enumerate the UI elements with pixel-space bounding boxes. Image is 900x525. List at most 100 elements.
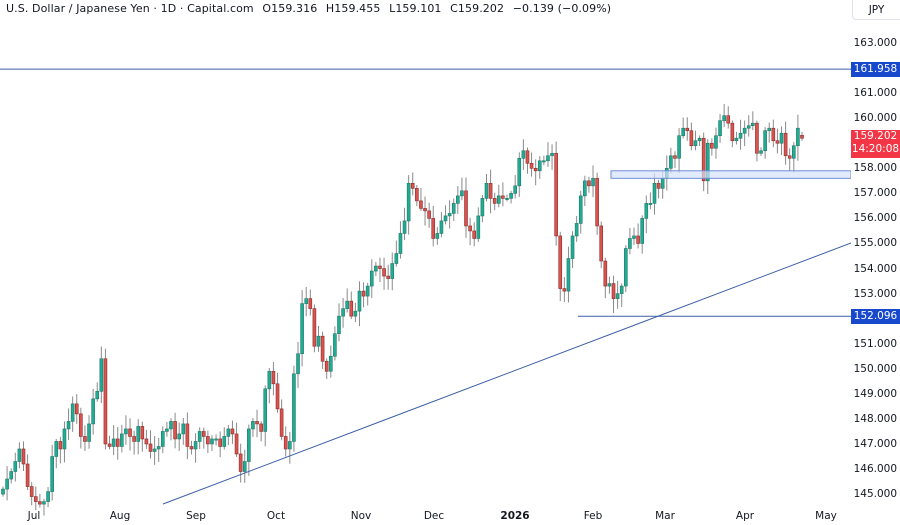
bearish-candle: [238, 453, 243, 472]
price-tick-label: 153.000: [853, 287, 897, 300]
bearish-candle: [525, 150, 530, 164]
bullish-candle: [251, 421, 255, 430]
bullish-candle: [156, 446, 161, 450]
bearish-candle: [259, 423, 263, 432]
bullish-candle: [120, 433, 124, 447]
bullish-candle: [517, 157, 522, 187]
bearish-candle: [79, 413, 83, 437]
bullish-candle: [357, 290, 362, 312]
bearish-candle: [783, 132, 788, 157]
bearish-candle: [312, 308, 317, 347]
bearish-candle: [234, 433, 239, 455]
bearish-candle: [324, 360, 329, 372]
bullish-candle: [365, 285, 370, 297]
bullish-candle: [693, 140, 698, 147]
bearish-candle: [201, 431, 206, 437]
bullish-candle: [591, 178, 595, 187]
bearish-candle: [230, 428, 235, 435]
low-value: L159.101: [389, 2, 442, 15]
bearish-candle: [206, 436, 210, 445]
bearish-candle: [279, 408, 284, 437]
bearish-candle: [427, 210, 431, 219]
bearish-candle: [275, 383, 280, 410]
bearish-candle: [271, 370, 276, 385]
bullish-candle: [697, 137, 702, 142]
price-tick-label: 149.000: [853, 387, 897, 400]
bullish-candle: [177, 433, 181, 440]
bullish-candle: [505, 198, 509, 200]
bearish-candle: [775, 140, 780, 144]
bullish-candle: [681, 127, 685, 137]
bullish-candle: [263, 388, 268, 432]
bearish-candle: [144, 438, 149, 445]
time-tick-label: Aug: [109, 510, 131, 522]
bullish-candle: [451, 203, 456, 214]
bullish-candle: [619, 285, 624, 294]
bearish-candle: [554, 152, 558, 237]
bearish-candle: [378, 265, 382, 269]
bullish-candle: [648, 203, 653, 205]
bullish-candle: [484, 183, 489, 199]
high-value: H159.455: [325, 2, 381, 15]
candlestick-chart[interactable]: [0, 0, 851, 525]
bullish-candle: [333, 333, 337, 357]
bullish-candle: [226, 428, 231, 437]
bullish-candle: [337, 315, 341, 334]
bearish-candle: [83, 436, 87, 442]
bullish-candle: [390, 263, 395, 279]
symbol-label[interactable]: U.S. Dollar / Japanese Yen · 1D · Capita…: [6, 2, 254, 15]
bullish-candle: [292, 373, 296, 442]
bullish-candle: [476, 215, 481, 239]
bullish-candle: [496, 195, 501, 204]
bearish-candle: [787, 155, 792, 159]
bullish-candle: [197, 431, 202, 442]
bearish-candle: [410, 183, 415, 189]
bearish-candle: [25, 463, 30, 487]
bearish-candle: [431, 218, 436, 239]
bullish-candle: [316, 335, 321, 347]
bearish-candle: [501, 195, 505, 199]
bullish-candle: [615, 293, 620, 299]
bearish-candle: [464, 190, 468, 227]
bullish-candle: [738, 132, 743, 139]
bullish-candle: [345, 300, 349, 309]
bullish-candle: [161, 431, 165, 447]
bullish-candle: [328, 355, 333, 372]
time-tick-label: Dec: [423, 510, 445, 522]
chart-title-bar: U.S. Dollar / Japanese Yen · 1D · Capita…: [6, 2, 616, 15]
bullish-candle: [460, 190, 464, 197]
bullish-candle: [632, 235, 636, 239]
bearish-candle: [308, 298, 313, 309]
bullish-candle: [398, 233, 403, 254]
change-value: −0.139 (−0.09%): [512, 2, 612, 15]
bullish-candle: [374, 265, 378, 272]
price-tick-label: 156.000: [853, 212, 897, 225]
bullish-candle: [247, 428, 251, 462]
bullish-candle: [652, 183, 657, 204]
bearish-candle: [562, 288, 567, 292]
bearish-candle: [107, 443, 112, 447]
time-tick-label: Sep: [186, 510, 206, 522]
bearish-candle: [349, 300, 354, 317]
bearish-candle: [599, 225, 604, 262]
bullish-candle: [152, 448, 157, 452]
bearish-candle: [58, 441, 63, 450]
bearish-candle: [468, 225, 472, 232]
bullish-candle: [70, 403, 75, 422]
bullish-candle: [640, 218, 645, 244]
price-tick-label: 163.000: [853, 37, 897, 49]
price-tick-label: 161.000: [853, 87, 897, 100]
bullish-candle: [447, 213, 452, 217]
bullish-candle: [353, 310, 358, 317]
bullish-candle: [751, 122, 755, 126]
bullish-candle: [550, 152, 554, 157]
bullish-candle: [17, 448, 22, 462]
bullish-candle: [607, 283, 612, 287]
bullish-candle: [513, 185, 517, 194]
currency-button[interactable]: JPY: [852, 0, 900, 20]
bullish-candle: [402, 220, 407, 234]
bullish-candle: [124, 428, 128, 435]
bearish-candle: [755, 122, 759, 154]
open-value: O159.316: [262, 2, 318, 15]
bullish-candle: [111, 438, 116, 447]
